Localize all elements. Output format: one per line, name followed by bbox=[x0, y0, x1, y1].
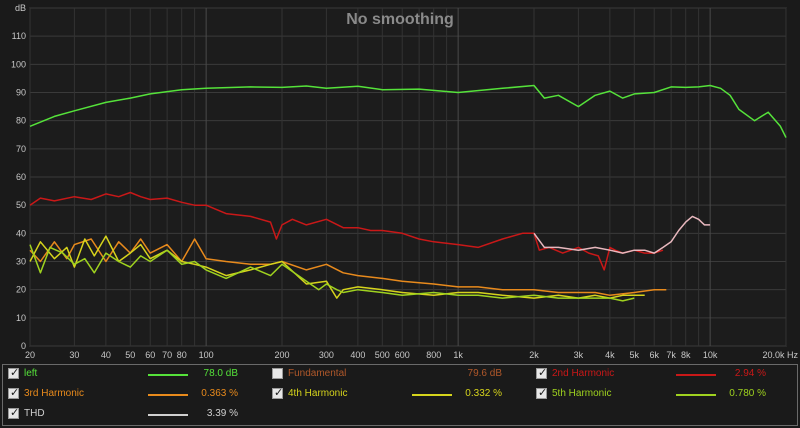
y-tick-label: 110 bbox=[12, 31, 26, 41]
y-tick-label: 60 bbox=[16, 172, 26, 182]
x-tick-label: 20 bbox=[25, 350, 35, 360]
x-tick-label: 8k bbox=[681, 350, 691, 360]
legend-label: 2nd Harmonic bbox=[552, 368, 615, 379]
legend-swatch bbox=[148, 394, 188, 396]
x-tick-label: 800 bbox=[426, 350, 441, 360]
series-line-thd bbox=[533, 215, 711, 254]
4th-harmonic-checkbox[interactable]: ✓ bbox=[272, 386, 284, 399]
x-tick-label: 500 bbox=[375, 350, 390, 360]
legend-value: 2.94 % bbox=[734, 368, 766, 379]
legend-label: 3rd Harmonic bbox=[24, 388, 85, 399]
x-tick-label: 80 bbox=[177, 350, 187, 360]
x-tick-label: 3k bbox=[574, 350, 584, 360]
x-tick-label: 60 bbox=[145, 350, 155, 360]
legend-swatch bbox=[676, 394, 716, 396]
legend-label: Fundamental bbox=[288, 368, 347, 379]
frequency-response-chart: 0 10 20 30 40 50 60 70 80 90 100 110 dB 20 30 40 50 60 70 8… bbox=[10, 3, 799, 360]
y-tick-label: 0 bbox=[21, 341, 26, 351]
x-tick-label: 100 bbox=[199, 350, 214, 360]
legend: ✓ left 78.0 dB Fundamental 79.6 dB ✓ 2nd… bbox=[0, 362, 800, 428]
legend-label: THD bbox=[24, 408, 45, 419]
y-tick-label: 100 bbox=[11, 59, 26, 69]
x-tick-label: 1k bbox=[453, 350, 463, 360]
left-checkbox[interactable]: ✓ bbox=[8, 366, 20, 379]
x-tick-label: 7k bbox=[666, 350, 676, 360]
chart-title: No smoothing bbox=[346, 11, 454, 28]
legend-label: 5th Harmonic bbox=[552, 388, 612, 399]
x-tick-label: 4k bbox=[605, 350, 615, 360]
y-tick-label: 10 bbox=[16, 313, 26, 323]
legend-label: left bbox=[24, 368, 38, 379]
series-lines bbox=[29, 84, 787, 302]
2nd-harmonic-checkbox[interactable]: ✓ bbox=[536, 366, 548, 379]
thd-checkbox[interactable]: ✓ bbox=[8, 406, 20, 419]
x-tick-label: 20.0k Hz bbox=[762, 350, 798, 360]
legend-label: 4th Harmonic bbox=[288, 388, 348, 399]
y-tick-label: 40 bbox=[16, 228, 26, 238]
x-tick-label: 70 bbox=[162, 350, 172, 360]
x-tick-label: 10k bbox=[703, 350, 718, 360]
y-tick-label: 20 bbox=[16, 285, 26, 295]
legend-value: 0.363 % bbox=[201, 388, 238, 399]
legend-value: 3.39 % bbox=[206, 408, 238, 419]
y-tick-label: 90 bbox=[16, 88, 26, 98]
series-line-4th-harmonic bbox=[29, 235, 645, 299]
y-tick-label: 80 bbox=[16, 116, 26, 126]
legend-value: 0.332 % bbox=[465, 388, 502, 399]
series-line-left bbox=[29, 84, 787, 138]
3rd-harmonic-checkbox[interactable]: ✓ bbox=[8, 386, 20, 399]
legend-value: 79.6 dB bbox=[467, 368, 502, 379]
x-tick-label: 2k bbox=[529, 350, 539, 360]
legend-swatch bbox=[412, 394, 452, 396]
x-tick-label: 300 bbox=[319, 350, 334, 360]
axis-ticks: 0 10 20 30 40 50 60 70 80 90 100 110 dB 20 30 40 50 60 70 8… bbox=[11, 3, 799, 360]
x-tick-label: 50 bbox=[125, 350, 135, 360]
legend-swatch bbox=[148, 374, 188, 376]
x-tick-label: 200 bbox=[274, 350, 289, 360]
series-line-2nd-harmonic bbox=[29, 191, 664, 271]
legend-value: 0.780 % bbox=[729, 388, 766, 399]
y-tick-label: 50 bbox=[16, 200, 26, 210]
x-tick-label: 600 bbox=[395, 350, 410, 360]
legend-swatch bbox=[676, 374, 716, 376]
x-tick-label: 30 bbox=[69, 350, 79, 360]
fundamental-checkbox[interactable] bbox=[272, 368, 283, 379]
legend-frame bbox=[2, 364, 798, 426]
x-tick-label: 400 bbox=[350, 350, 365, 360]
x-tick-label: 6k bbox=[649, 350, 659, 360]
legend-value: 78.0 dB bbox=[203, 368, 238, 379]
y-tick-label: 70 bbox=[16, 144, 26, 154]
x-tick-label: 5k bbox=[630, 350, 640, 360]
y-tick-label: 30 bbox=[16, 257, 26, 267]
x-tick-label: 40 bbox=[101, 350, 111, 360]
5th-harmonic-checkbox[interactable]: ✓ bbox=[536, 386, 548, 399]
y-tick-label: dB bbox=[15, 3, 26, 13]
legend-swatch bbox=[148, 414, 188, 416]
series-line-5th-harmonic bbox=[29, 244, 635, 302]
